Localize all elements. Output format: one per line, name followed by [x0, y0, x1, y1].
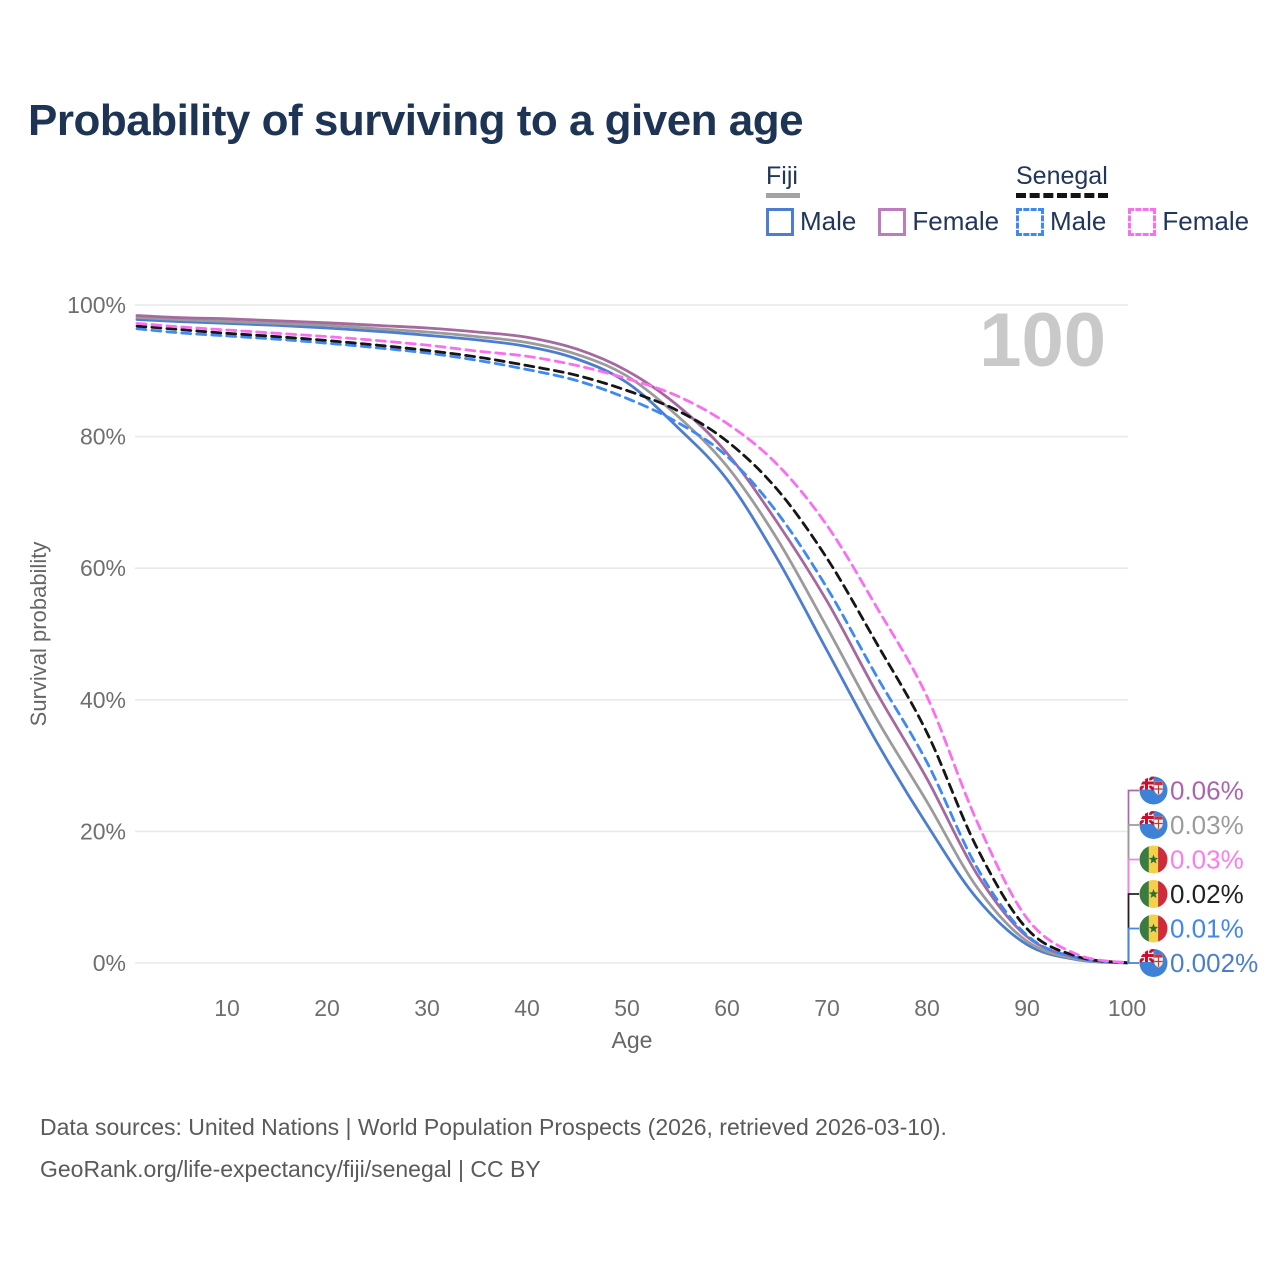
end-label-value-fiji-female: 0.06% [1170, 776, 1244, 806]
y-tick-label-100: 100% [67, 292, 126, 318]
end-label-value-senegal-male: 0.01% [1170, 914, 1244, 944]
legend-items-fiji: Male Female [766, 206, 999, 237]
line-senegal-both[interactable] [135, 324, 1129, 965]
shield-chief [1154, 782, 1163, 786]
legend-group-fiji-title[interactable]: Fiji [766, 162, 798, 190]
senegal-green-stripe [1139, 845, 1149, 874]
line-fiji-male[interactable] [135, 318, 1129, 965]
x-tick-label-10: 10 [214, 995, 240, 1021]
fiji-male-swatch-icon [766, 207, 794, 236]
y-axis-title: Survival probability [26, 542, 51, 727]
shield-cross [1154, 957, 1163, 967]
legend-item-label: Female [912, 206, 1000, 236]
legend-item-senegal-female[interactable]: Female [1128, 206, 1249, 237]
legend-item-label: Male [1050, 206, 1107, 236]
legend-item-label: Female [1162, 206, 1250, 236]
fiji-flag-icon [1139, 949, 1168, 977]
senegal-combined-line-swatch [1016, 193, 1108, 198]
line-senegal-male[interactable] [135, 327, 1129, 965]
end-label-connector-fiji-male [1127, 961, 1139, 964]
senegal-male-swatch-icon [1016, 207, 1044, 236]
y-tick-label-40: 40% [80, 687, 126, 713]
line-fiji-both[interactable] [135, 316, 1129, 965]
y-tick-label-0: 0% [93, 950, 126, 976]
legend-item-senegal-male[interactable]: Male [1016, 206, 1106, 237]
shield-cross [1154, 819, 1163, 829]
fiji-combined-line-swatch [766, 193, 800, 198]
legend-group-senegal-title[interactable]: Senegal [1016, 162, 1108, 190]
legend-item-fiji-male[interactable]: Male [766, 206, 856, 237]
x-tick-label-30: 30 [414, 995, 440, 1021]
x-tick-label-20: 20 [314, 995, 340, 1021]
fiji-shield [1154, 954, 1163, 968]
line-fiji-female[interactable] [135, 314, 1129, 964]
x-tick-label-90: 90 [1014, 995, 1040, 1021]
senegal-star [1148, 923, 1159, 933]
senegal-green-stripe [1139, 914, 1149, 943]
line-senegal-female[interactable] [135, 322, 1129, 965]
senegal-green-stripe [1139, 880, 1149, 908]
legend-item-label: Male [800, 206, 857, 236]
page-title: Probability of surviving to a given age [28, 96, 804, 145]
legend-items-senegal: Male Female [1016, 206, 1249, 237]
x-tick-label-80: 80 [914, 995, 940, 1021]
fiji-flag-icon [1139, 811, 1168, 839]
uj-cross [1139, 811, 1154, 824]
end-label-value-senegal-female: 0.03% [1170, 845, 1244, 875]
senegal-red-stripe [1158, 914, 1168, 943]
uj-cross [1139, 776, 1154, 790]
fiji-shield [1154, 816, 1163, 830]
legend-group-fiji: Fiji Male Female [766, 163, 999, 237]
end-label-value-fiji-both: 0.03% [1170, 810, 1244, 840]
senegal-flag-icon [1139, 914, 1168, 943]
end-label-value-fiji-male: 0.002% [1170, 948, 1258, 978]
x-tick-label-60: 60 [714, 995, 740, 1021]
y-tick-label-60: 60% [80, 555, 126, 581]
x-tick-label-40: 40 [514, 995, 540, 1021]
footer-data-sources: Data sources: United Nations | World Pop… [40, 1114, 947, 1140]
fiji-shield [1154, 781, 1163, 796]
senegal-female-swatch-icon [1128, 207, 1157, 236]
gridlines [135, 304, 1128, 964]
senegal-flag-icon [1139, 845, 1168, 874]
senegal-red-stripe [1158, 880, 1168, 908]
shield-cross [1154, 785, 1163, 795]
senegal-red-stripe [1158, 845, 1168, 874]
footer-attribution-link[interactable]: GeoRank.org/life-expectancy/fiji/senegal… [40, 1156, 541, 1182]
shield-chief [1154, 816, 1163, 820]
x-tick-label-50: 50 [614, 995, 640, 1021]
x-axis-title: Age [612, 1027, 653, 1053]
legend-item-fiji-female[interactable]: Female [878, 206, 999, 237]
fiji-flag-icon [1139, 776, 1168, 805]
y-tick-label-80: 80% [80, 424, 126, 450]
end-label-value-senegal-both: 0.02% [1170, 879, 1244, 909]
x-tick-label-100: 100 [1108, 995, 1146, 1021]
senegal-star [1148, 889, 1159, 899]
uj-cross [1139, 949, 1154, 962]
age-watermark: 100 [979, 298, 1106, 383]
senegal-flag-icon [1139, 880, 1168, 908]
senegal-star [1148, 854, 1159, 864]
shield-chief [1154, 954, 1163, 958]
x-tick-label-70: 70 [814, 995, 840, 1021]
fiji-female-swatch-icon [878, 207, 907, 236]
footer: Data sources: United Nations | World Pop… [40, 1106, 947, 1190]
end-label-connector-senegal-male [1127, 927, 1139, 964]
legend-group-senegal: Senegal Male Female [1016, 163, 1249, 237]
y-tick-label-20: 20% [80, 818, 126, 844]
